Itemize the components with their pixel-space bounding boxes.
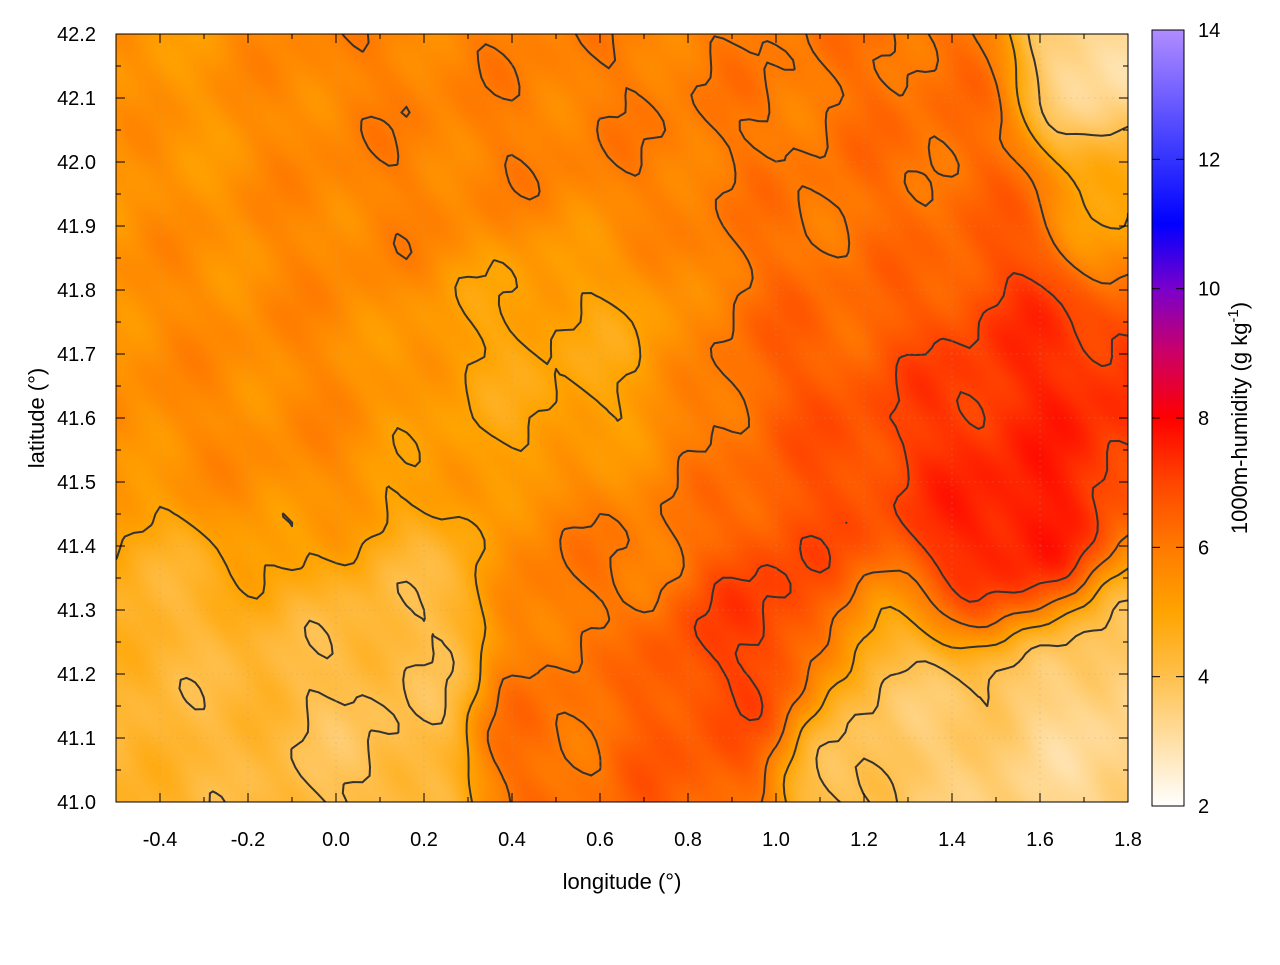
colorbar-tick-label: 12	[1198, 149, 1220, 171]
colorbar-tick-label: 6	[1198, 537, 1209, 559]
x-tick-label: 1.4	[938, 829, 966, 851]
colorbar-title-main: 1000m-humidity (g kg	[1227, 323, 1252, 535]
y-axis-title: latitude (°)	[24, 368, 49, 469]
y-tick-label: 41.5	[57, 472, 96, 494]
x-tick-label: -0.2	[231, 829, 265, 851]
colorbar-tick-label: 14	[1198, 20, 1220, 42]
colorbar-tick-label: 8	[1198, 408, 1209, 430]
y-tick-label: 41.1	[57, 728, 96, 750]
x-tick-label: 0.2	[410, 829, 438, 851]
y-tick-label: 41.7	[57, 344, 96, 366]
y-tick-label: 41.4	[57, 536, 96, 558]
colorbar-title: 1000m-humidity (g kg-1)	[1225, 302, 1252, 534]
x-tick-label: 1.6	[1026, 829, 1054, 851]
x-axis: -0.4 -0.2 0.0 0.2 0.4 0.6 0.8 1.0 1.2 1.4 1.6 1.8	[115, 34, 1142, 851]
x-tick-label: 0.8	[674, 829, 702, 851]
y-tick-label: 41.9	[57, 216, 96, 238]
colorbar-tick-label: 4	[1198, 667, 1209, 689]
colorbar-tick-label: 2	[1198, 796, 1209, 818]
colorbar-ticks: 2 4 6 8 10 12 14	[1152, 20, 1220, 818]
x-tick-label: 1.2	[850, 829, 878, 851]
y-tick-label: 41.6	[57, 408, 96, 430]
y-tick-label: 41.3	[57, 600, 96, 622]
contour-line-7	[693, 272, 1128, 722]
y-tick-label: 41.8	[57, 280, 96, 302]
x-tick-label: 1.0	[762, 829, 790, 851]
y-tick-label: 42.1	[57, 88, 96, 110]
y-tick-label: 42.2	[57, 24, 96, 46]
y-tick-label: 41.2	[57, 664, 96, 686]
y-tick-label: 42.0	[57, 152, 96, 174]
colorbar: 2 4 6 8 10 12 14 1000m-humidity (g kg-1)	[1151, 20, 1252, 818]
colorbar-title-exponent: -1	[1225, 309, 1242, 322]
y-axis: 41.0 41.1 41.2 41.3 41.4 41.5 41.6 41.7 41.8 41.9…	[57, 24, 1128, 814]
contour-line-5	[116, 34, 1128, 802]
x-tick-label: 1.8	[1114, 829, 1142, 851]
x-tick-label: -0.4	[143, 829, 177, 851]
colorbar-tick-label: 10	[1198, 279, 1220, 301]
x-axis-title: longitude (°)	[563, 869, 682, 894]
x-tick-label: 0.6	[586, 829, 614, 851]
x-tick-label: 0.4	[498, 829, 526, 851]
x-tick-label: 0.0	[322, 829, 350, 851]
y-tick-label: 41.0	[57, 792, 96, 814]
colorbar-title-end: )	[1227, 302, 1252, 309]
contour-line-4	[178, 34, 1128, 802]
